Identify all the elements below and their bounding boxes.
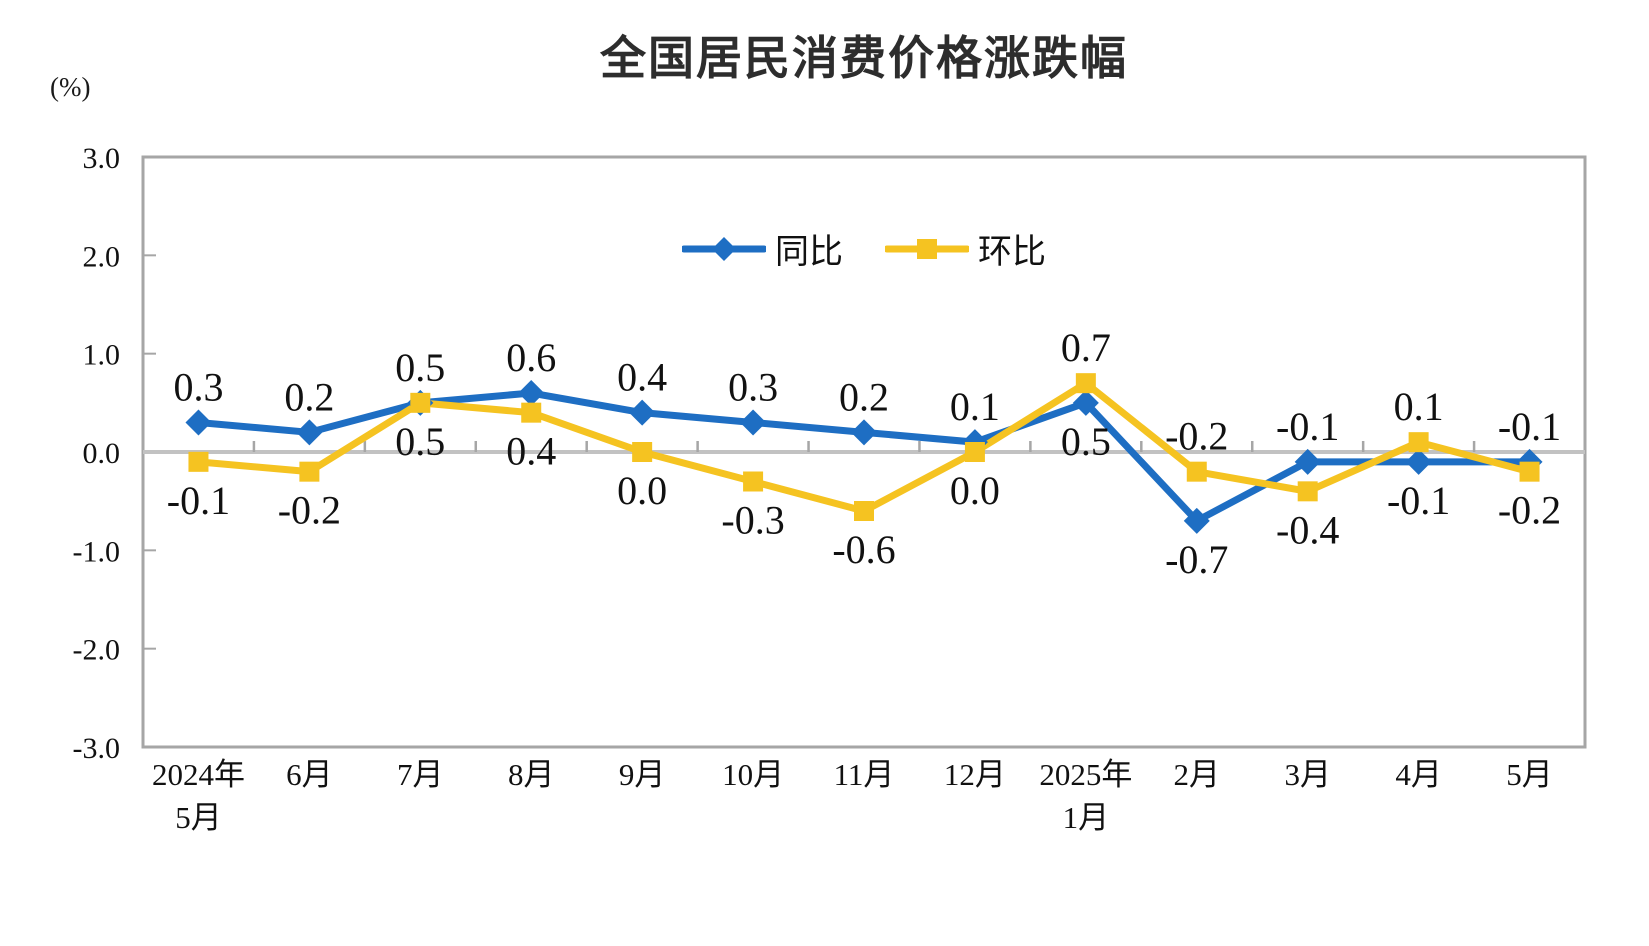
yoy-line-diamond-marker-icon	[682, 236, 766, 261]
data-label: 0.7	[1061, 325, 1111, 370]
data-label: -0.1	[1498, 404, 1561, 449]
diamond-marker	[740, 409, 767, 436]
diamond-marker	[851, 419, 877, 446]
data-label: 0.5	[395, 419, 445, 464]
data-label: -0.2	[278, 488, 341, 533]
chart-title: 全国居民消费价格涨跌幅	[600, 32, 1128, 84]
x-tick-label: 1月	[1063, 800, 1110, 835]
y-axis: 3.0 2.0 1.0 0.0 -1.0 -2.0 -3.0	[73, 142, 156, 765]
x-axis-labels: 2024年 5月 6月 7月 8月 9月 10月 11月 12月 2025年 1月 2月 3月 4月 5月	[152, 757, 1553, 835]
x-tick-label: 4月	[1395, 757, 1442, 792]
data-label: -0.4	[1276, 507, 1339, 552]
data-label: -0.1	[1276, 404, 1339, 449]
data-label: 0.5	[1061, 419, 1111, 464]
diamond-marker	[185, 409, 212, 436]
square-marker	[1519, 461, 1540, 482]
x-tick-label: 8月	[508, 757, 555, 792]
data-label: -0.1	[167, 478, 230, 523]
data-label: 0.0	[950, 468, 1000, 513]
data-label: -0.6	[832, 527, 895, 572]
legend-item-mom: 环比	[885, 224, 1046, 273]
square-marker	[299, 461, 320, 482]
square-marker	[743, 471, 764, 492]
x-tick-label: 5月	[175, 800, 222, 835]
x-tick-label: 5月	[1506, 757, 1553, 792]
diamond-marker	[1294, 448, 1321, 475]
diamond-marker	[1183, 507, 1210, 534]
square-marker	[410, 392, 431, 413]
diamond-marker	[296, 419, 323, 446]
square-marker	[521, 402, 542, 423]
square-marker	[964, 442, 985, 462]
y-tick-label: 2.0	[83, 240, 121, 273]
legend-label-yoy: 同比	[775, 234, 843, 271]
diamond-marker	[1072, 389, 1099, 416]
data-label: -0.2	[1498, 488, 1561, 533]
data-label: -0.3	[721, 498, 784, 543]
data-label: 0.5	[395, 345, 445, 390]
x-tick-label: 7月	[397, 757, 444, 792]
data-label: 0.6	[506, 335, 556, 380]
square-marker	[188, 451, 209, 472]
square-marker	[1075, 373, 1096, 394]
x-tick-label: 2月	[1174, 757, 1221, 792]
x-tick-label: 2025年	[1039, 757, 1132, 792]
data-label: -0.1	[1387, 478, 1450, 523]
square-marker	[1297, 481, 1318, 502]
data-label: 0.1	[1394, 384, 1444, 429]
x-tick-label: 10月	[722, 757, 784, 792]
y-tick-label: -1.0	[73, 535, 121, 568]
y-tick-label: 0.0	[83, 437, 121, 470]
square-marker	[632, 442, 653, 462]
data-label: 0.4	[617, 355, 667, 400]
square-marker	[854, 501, 874, 521]
diamond-marker	[518, 380, 545, 406]
legend-item-yoy: 同比	[682, 224, 843, 273]
mom-markers	[188, 373, 1540, 521]
x-tick-label: 9月	[619, 757, 666, 792]
y-tick-label: -3.0	[73, 732, 121, 765]
x-tick-label: 12月	[944, 757, 1006, 792]
data-label: 0.3	[173, 365, 223, 410]
data-label: 0.1	[950, 384, 1000, 429]
x-tick-label: 11月	[834, 757, 895, 792]
data-label: 0.0	[617, 468, 667, 513]
mom-line-square-marker-icon	[885, 238, 969, 259]
data-label: 0.2	[839, 374, 889, 419]
x-tick-label: 3月	[1284, 757, 1331, 792]
x-axis-ticks	[252, 441, 1476, 452]
data-label: -0.2	[1165, 414, 1228, 459]
legend: 同比 环比	[143, 224, 1585, 273]
yoy-data-labels: 0.3 0.2 0.5 0.6 0.4 0.3 0.2 0.1 0.5 -0.7 -0.1 -0.1 -…	[173, 335, 1561, 582]
y-tick-label: -2.0	[73, 634, 121, 667]
data-label: 0.3	[728, 365, 778, 410]
diamond-marker	[1405, 448, 1432, 475]
data-label: -0.7	[1165, 537, 1228, 582]
diamond-marker	[629, 399, 656, 426]
square-marker	[1186, 461, 1207, 482]
x-tick-label: 6月	[286, 757, 333, 792]
mom-data-labels: -0.1 -0.2 0.5 0.4 0.0 -0.3 -0.6 0.0 0.7 -0.2 -0.4 0…	[167, 325, 1561, 572]
y-tick-label: 1.0	[83, 339, 121, 372]
y-axis-unit-label: (%)	[50, 72, 91, 102]
square-marker	[1408, 432, 1429, 453]
data-label: 0.2	[284, 374, 334, 419]
y-tick-label: 3.0	[83, 142, 121, 175]
x-tick-label: 2024年	[152, 757, 245, 792]
legend-label-mom: 环比	[978, 234, 1046, 271]
data-label: 0.4	[506, 429, 556, 474]
